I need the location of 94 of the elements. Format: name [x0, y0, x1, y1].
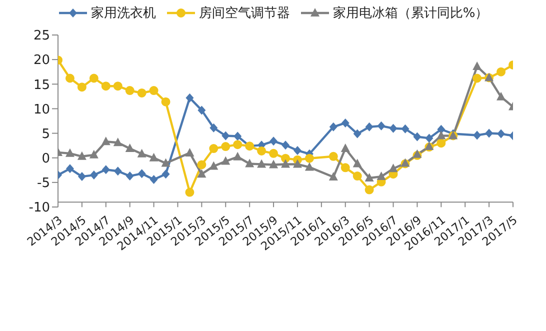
point [257, 146, 266, 156]
point [257, 159, 266, 168]
point [221, 156, 230, 165]
point [161, 97, 170, 106]
point [209, 144, 218, 154]
point [150, 174, 158, 184]
point [388, 164, 398, 172]
point [113, 138, 122, 146]
point [281, 159, 290, 168]
point [113, 82, 122, 91]
point [114, 166, 122, 176]
point [90, 170, 98, 180]
point [101, 82, 110, 91]
point [186, 93, 194, 102]
point [329, 122, 338, 132]
point [137, 88, 146, 98]
point [485, 128, 494, 138]
point [210, 123, 218, 132]
point [496, 92, 506, 100]
point [365, 122, 374, 132]
legend-label: 家用洗衣机 [90, 5, 156, 22]
point [65, 74, 74, 83]
point [78, 172, 86, 182]
point [77, 82, 86, 92]
point [472, 74, 482, 83]
point [125, 144, 134, 152]
point [425, 134, 434, 143]
point [198, 106, 206, 115]
y-tick-label: 15 [33, 78, 50, 93]
point [473, 130, 482, 140]
point [269, 160, 278, 168]
point [185, 188, 194, 197]
point [245, 158, 254, 168]
point [162, 170, 170, 179]
point [352, 172, 362, 181]
point [149, 86, 158, 96]
point [65, 148, 74, 157]
y-tick-label: 5 [42, 126, 50, 142]
point [161, 158, 170, 167]
point [126, 172, 134, 181]
legend-label: 房间空气调节器 [198, 5, 290, 22]
point [376, 172, 386, 180]
point [137, 148, 146, 158]
point [328, 172, 338, 181]
point [496, 67, 506, 76]
point [328, 152, 338, 161]
point [304, 154, 314, 163]
point [125, 86, 134, 96]
point [89, 74, 98, 83]
legend-label: 家用电冰箱（累计同比%） [332, 5, 488, 22]
y-tick-label: 20 [33, 53, 50, 68]
point [234, 132, 242, 141]
y-tick-label: 0 [42, 151, 50, 166]
point [233, 140, 242, 150]
point [437, 124, 446, 134]
point [436, 130, 446, 140]
point [436, 138, 446, 148]
point [377, 121, 386, 130]
point [149, 152, 158, 162]
point [352, 158, 362, 168]
point [341, 118, 350, 128]
point [340, 144, 350, 152]
point [102, 165, 110, 174]
point [221, 142, 230, 152]
point [472, 61, 482, 70]
point [353, 129, 362, 138]
point [304, 162, 314, 171]
y-tick-label: 10 [33, 102, 50, 118]
point [497, 129, 506, 138]
point [77, 151, 86, 160]
point [364, 185, 374, 194]
point [413, 132, 422, 142]
point [222, 131, 230, 140]
y-tick-label: -10 [28, 200, 50, 216]
point [364, 173, 374, 182]
point [66, 164, 74, 174]
point [209, 161, 218, 170]
point [89, 150, 98, 158]
point [197, 169, 206, 178]
point [389, 124, 398, 133]
point [282, 140, 290, 150]
point [401, 124, 410, 134]
y-tick-label: -5 [37, 176, 50, 192]
point [292, 159, 302, 168]
point [138, 169, 146, 178]
point [293, 146, 302, 155]
point [340, 163, 350, 172]
y-tick-label: 25 [33, 28, 50, 44]
point [269, 148, 278, 158]
point [197, 160, 206, 170]
point [185, 148, 194, 156]
point [101, 136, 110, 146]
point [233, 152, 242, 160]
point [270, 136, 278, 146]
